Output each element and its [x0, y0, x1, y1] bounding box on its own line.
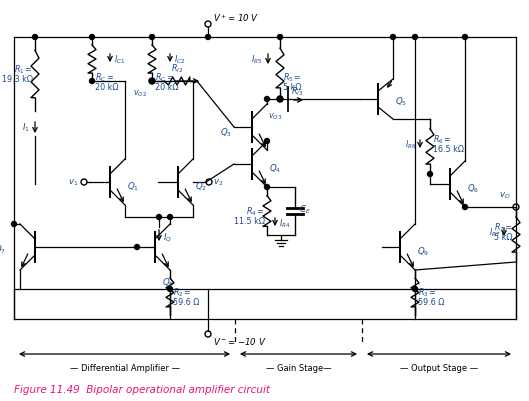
Text: — Output Stage —: — Output Stage —	[400, 363, 478, 372]
Circle shape	[134, 245, 140, 250]
Circle shape	[413, 35, 417, 41]
Text: $R_{i2}$: $R_{i2}$	[171, 62, 183, 75]
Text: $R_{i3}$: $R_{i3}$	[291, 85, 303, 98]
Text: Figure 11.49  Bipolar operational amplifier circuit: Figure 11.49 Bipolar operational amplifi…	[14, 384, 270, 394]
Text: $R_3=$: $R_3=$	[418, 286, 437, 298]
Text: — Gain Stage—: — Gain Stage—	[266, 363, 331, 372]
Text: $v_1$: $v_1$	[68, 177, 78, 188]
Text: $Q_7$: $Q_7$	[0, 243, 6, 255]
Text: $Q_4$: $Q_4$	[269, 162, 281, 175]
Text: $V^+$= 10 V: $V^+$= 10 V	[213, 12, 259, 24]
Circle shape	[12, 222, 16, 227]
Text: $I_{R4}$: $I_{R4}$	[279, 217, 290, 230]
Text: $R_5=$: $R_5=$	[283, 71, 302, 84]
Circle shape	[157, 215, 161, 220]
Circle shape	[150, 35, 154, 41]
Text: $Q_9$: $Q_9$	[417, 245, 429, 257]
Text: $I_{R5}$: $I_{R5}$	[251, 54, 262, 66]
Circle shape	[278, 35, 282, 41]
Text: 20 kΩ: 20 kΩ	[95, 83, 118, 92]
Circle shape	[390, 35, 396, 41]
Circle shape	[168, 215, 172, 220]
Text: $R_4=$: $R_4=$	[246, 205, 265, 218]
Text: $Q_2$: $Q_2$	[195, 180, 207, 193]
Text: $V^-$= $-$10 V: $V^-$= $-$10 V	[213, 336, 267, 346]
Circle shape	[89, 79, 95, 84]
Circle shape	[278, 97, 282, 102]
Text: $I_Q$: $I_Q$	[163, 231, 172, 244]
Text: $Q_3$: $Q_3$	[220, 126, 232, 139]
Text: 11.5 kΩ: 11.5 kΩ	[234, 217, 265, 226]
Circle shape	[89, 35, 95, 41]
Text: 19.3 kΩ: 19.3 kΩ	[2, 75, 33, 84]
Circle shape	[150, 79, 154, 84]
Circle shape	[462, 205, 468, 210]
Circle shape	[413, 287, 417, 292]
Text: $R_6=$: $R_6=$	[433, 134, 452, 146]
Circle shape	[264, 97, 269, 102]
Circle shape	[264, 139, 269, 144]
Text: 5 kΩ: 5 kΩ	[283, 83, 302, 92]
Text: $v_O$: $v_O$	[499, 190, 511, 200]
Text: $v_{O2}$: $v_{O2}$	[133, 89, 147, 99]
Text: $I_{R6}$: $I_{R6}$	[405, 138, 416, 151]
Text: $R_C=$: $R_C=$	[95, 71, 114, 84]
Text: 5 kΩ: 5 kΩ	[495, 233, 513, 242]
Circle shape	[264, 185, 269, 190]
Circle shape	[168, 287, 172, 292]
Text: $I_{C1}$: $I_{C1}$	[114, 54, 125, 66]
Circle shape	[205, 35, 211, 41]
Text: $Q_1$: $Q_1$	[127, 180, 139, 193]
Circle shape	[32, 35, 38, 41]
Text: $C_E$: $C_E$	[299, 203, 311, 216]
Text: $Q_8$: $Q_8$	[162, 276, 174, 289]
Circle shape	[427, 172, 433, 177]
Text: 59.6 Ω: 59.6 Ω	[418, 298, 444, 307]
Text: 16.5 kΩ: 16.5 kΩ	[433, 145, 464, 154]
Text: 59.6 Ω: 59.6 Ω	[173, 298, 199, 307]
Text: $Q_6$: $Q_6$	[467, 182, 479, 195]
Text: $I_{R7}$: $I_{R7}$	[489, 226, 500, 239]
Text: $R_1=$: $R_1=$	[14, 64, 33, 76]
Circle shape	[462, 35, 468, 41]
Text: — Differential Amplifier —: — Differential Amplifier —	[69, 363, 179, 372]
Text: $v_2$: $v_2$	[213, 177, 223, 188]
Text: $R_2=$: $R_2=$	[173, 286, 192, 298]
Text: 20 kΩ: 20 kΩ	[155, 83, 178, 92]
Text: $I_{C2}$: $I_{C2}$	[174, 54, 185, 66]
Text: $R_C=$: $R_C=$	[155, 71, 174, 84]
Text: $Q_5$: $Q_5$	[395, 95, 407, 108]
Text: $R_7=$: $R_7=$	[494, 221, 513, 234]
Text: $I_1$: $I_1$	[22, 122, 30, 134]
Text: $v_{O3}$: $v_{O3}$	[268, 111, 282, 121]
